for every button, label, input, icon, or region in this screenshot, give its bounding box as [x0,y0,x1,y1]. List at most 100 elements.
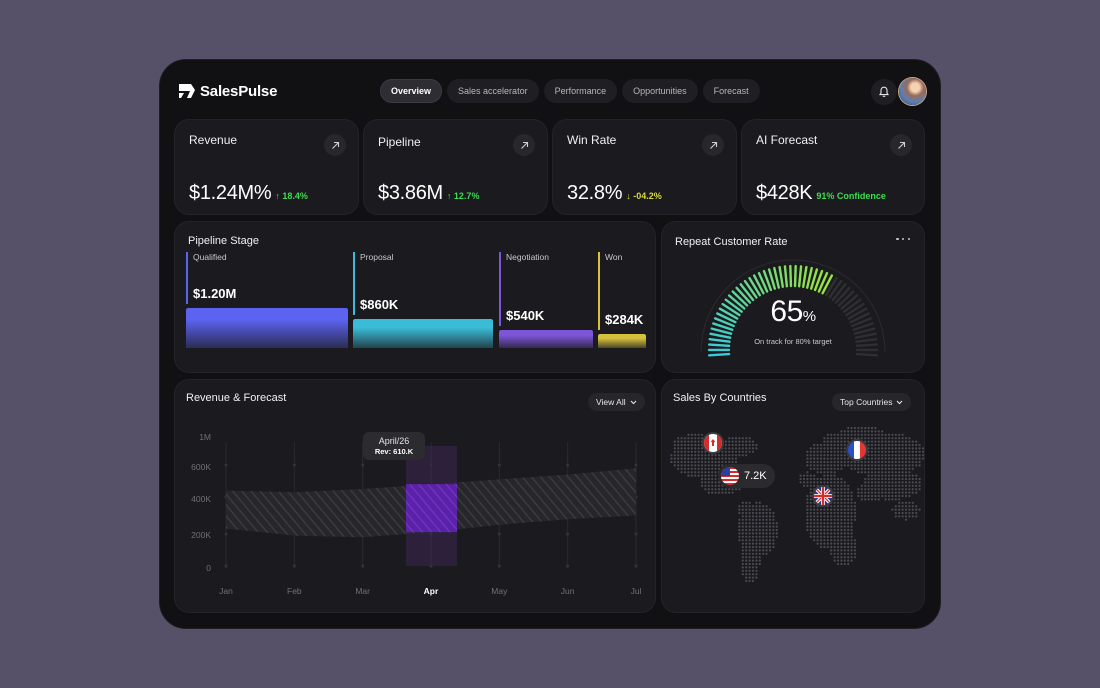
tab-opportunities[interactable]: Opportunities [622,79,698,103]
world-map [670,426,924,583]
kpi-open-button[interactable] [702,134,724,156]
map-dot [731,454,734,457]
map-dot [898,498,901,501]
top-countries-dropdown[interactable]: Top Countries [832,393,912,411]
map-dot [874,471,877,474]
map-dot [915,450,918,453]
map-dot [840,532,843,535]
map-dot [918,454,921,457]
map-dot [741,443,744,447]
map-dot [901,515,904,518]
map-dot [833,549,836,552]
map-dot [687,433,690,436]
map-dot [745,518,748,521]
map-dot [915,474,918,477]
map-dot [704,474,707,477]
france-flag-icon[interactable] [848,441,866,459]
map-dot [870,467,874,470]
tab-forecast[interactable]: Forecast [702,79,760,103]
map-dot [768,518,772,521]
map-dot [857,491,860,494]
map-dot [843,532,846,535]
kpi-open-button[interactable] [890,134,912,156]
map-dot [860,433,863,436]
notifications-button[interactable] [871,79,897,105]
map-dot [881,464,884,467]
us-sales-badge[interactable]: 7.2K [718,464,775,488]
map-dot [877,484,880,487]
avatar[interactable] [899,78,926,105]
kpi-value: 32.8% [567,182,623,204]
map-dot [894,460,897,464]
map-dot [867,430,870,433]
map-dot [823,464,826,467]
gauge-number: 65 [770,295,803,328]
map-dot [738,454,741,457]
map-dot [850,498,853,501]
map-dot [707,477,710,481]
map-dot [840,552,843,555]
stage-bar[interactable] [598,334,646,348]
map-dot [840,545,843,549]
map-dot [877,460,880,464]
kpi-open-button[interactable] [513,134,535,156]
kpi-value-row: $428K 91% Confidence [756,182,886,205]
map-dot [700,477,704,481]
highlight-band[interactable] [406,484,457,533]
map-dot [836,559,840,562]
map-dot [745,528,748,532]
map-dot [884,433,887,436]
uk-flag-icon[interactable] [814,487,832,505]
map-dot [707,481,710,484]
map-dot [813,447,816,450]
kpi-open-button[interactable] [324,134,346,156]
map-dot [734,488,738,491]
map-dot [908,467,911,470]
tab-performance[interactable]: Performance [543,79,618,103]
stage-bar[interactable] [499,330,593,348]
map-dot [683,447,687,450]
tab-overview[interactable]: Overview [380,79,443,103]
map-dot [911,464,914,467]
gauge-tick [767,268,777,290]
map-dot [738,437,741,440]
map-dot [748,556,751,559]
canada-flag-icon[interactable] [704,434,722,452]
map-dot [745,576,748,579]
map-dot [813,505,816,508]
map-dot [826,471,829,474]
stage-bar[interactable] [353,319,493,348]
map-dot [680,471,683,474]
more-options-button[interactable] [896,236,910,242]
map-dot [847,552,850,555]
stage-bar[interactable] [186,308,348,348]
map-dot [748,539,751,542]
map-dot [823,545,826,549]
map-dot [833,433,836,436]
gauge-tick [793,264,797,288]
map-dot [751,440,755,443]
map-dot [830,474,833,477]
map-dot [738,440,741,443]
map-dot [755,525,758,528]
map-dot [874,488,877,491]
map-dot [809,457,812,460]
map-dot [830,437,833,440]
map-dot [870,437,874,440]
gauge-value: 65% [662,295,924,329]
kpi-title: Pipeline [378,135,421,149]
map-dot [751,545,755,549]
view-all-button[interactable]: View All [588,393,645,411]
map-dot [887,471,891,474]
tab-sales-accelerator[interactable]: Sales accelerator [447,79,539,103]
logo[interactable]: SalesPulse [178,82,277,100]
map-dot [864,488,867,491]
map-dot [847,518,850,521]
map-dot [850,535,853,538]
map-dot [765,528,768,532]
map-dot [762,515,765,518]
map-dot [758,528,761,532]
map-dot [734,460,738,464]
map-dot [911,481,914,484]
map-dot [673,440,676,443]
